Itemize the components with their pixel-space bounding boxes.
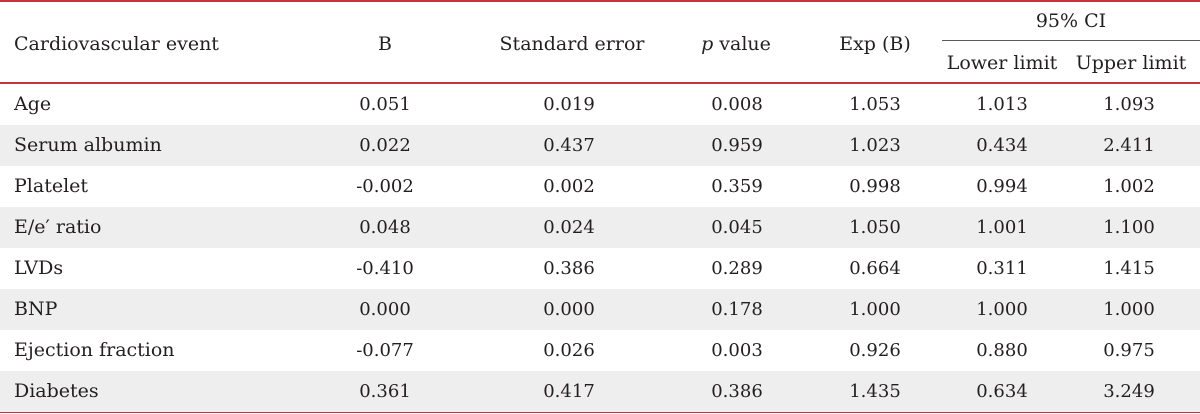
table-row: E/e′ ratio 0.048 0.024 0.045 1.050 1.001… (0, 207, 1200, 248)
header-upper-limit: Upper limit (1075, 52, 1187, 74)
table-row: Serum albumin 0.022 0.437 0.959 1.023 0.… (0, 125, 1200, 166)
upper-limit-value: 1.415 (1103, 258, 1155, 279)
header-p-rest: value (713, 33, 771, 55)
exp-b-value: 0.998 (849, 176, 901, 197)
b-value: 0.051 (359, 94, 411, 115)
header-p-italic: p (701, 33, 714, 55)
table-body: Age 0.051 0.019 0.008 1.053 1.013 1.093 … (0, 84, 1200, 412)
b-value: 0.048 (359, 217, 411, 238)
standard-error-value: 0.437 (543, 135, 595, 156)
table-row: Ejection fraction -0.077 0.026 0.003 0.9… (0, 330, 1200, 371)
event-name: BNP (14, 298, 58, 320)
standard-error-value: 0.417 (543, 381, 595, 402)
exp-b-value: 0.664 (849, 258, 901, 279)
p-value: 0.359 (711, 176, 763, 197)
standard-error-value: 0.000 (543, 299, 595, 320)
lower-limit-value: 1.000 (976, 299, 1028, 320)
standard-error-value: 0.026 (543, 340, 595, 361)
lower-limit-value: 0.434 (976, 135, 1028, 156)
exp-b-value: 1.000 (849, 299, 901, 320)
standard-error-value: 0.002 (543, 176, 595, 197)
header-b: B (378, 33, 392, 55)
upper-limit-value: 1.100 (1103, 217, 1155, 238)
lower-limit-value: 0.634 (976, 381, 1028, 402)
header-exp-b: Exp (B) (839, 33, 911, 55)
event-name: E/e′ ratio (14, 216, 102, 238)
upper-limit-value: 0.975 (1103, 340, 1155, 361)
header-95-ci: 95% CI (1035, 10, 1107, 32)
table-row: LVDs -0.410 0.386 0.289 0.664 0.311 1.41… (0, 248, 1200, 289)
header-cardiovascular-event: Cardiovascular event (14, 33, 219, 55)
bottom-rule (0, 411, 1200, 413)
header-rule (0, 82, 1200, 84)
b-value: 0.022 (359, 135, 411, 156)
exp-b-value: 0.926 (849, 340, 901, 361)
lower-limit-value: 1.001 (976, 217, 1028, 238)
upper-limit-value: 2.411 (1103, 135, 1155, 156)
exp-b-value: 1.435 (849, 381, 901, 402)
upper-limit-value: 3.249 (1103, 381, 1155, 402)
header-standard-error: Standard error (499, 33, 645, 55)
upper-limit-value: 1.000 (1103, 299, 1155, 320)
exp-b-value: 1.050 (849, 217, 901, 238)
upper-limit-value: 1.093 (1103, 94, 1155, 115)
event-name: LVDs (14, 257, 64, 279)
table-row: Diabetes 0.361 0.417 0.386 1.435 0.634 3… (0, 371, 1200, 412)
p-value: 0.008 (711, 94, 763, 115)
upper-limit-value: 1.002 (1103, 176, 1155, 197)
p-value: 0.959 (711, 135, 763, 156)
standard-error-value: 0.386 (543, 258, 595, 279)
b-value: -0.077 (356, 340, 414, 361)
event-name: Age (14, 93, 52, 115)
standard-error-value: 0.024 (543, 217, 595, 238)
lower-limit-value: 0.880 (976, 340, 1028, 361)
b-value: 0.361 (359, 381, 411, 402)
lower-limit-value: 1.013 (976, 94, 1028, 115)
exp-b-value: 1.053 (849, 94, 901, 115)
event-name: Ejection fraction (14, 339, 175, 361)
top-rule (0, 0, 1200, 2)
header-lower-limit: Lower limit (946, 52, 1058, 74)
header-p-value: p value (701, 33, 771, 55)
p-value: 0.003 (711, 340, 763, 361)
table-row: Age 0.051 0.019 0.008 1.053 1.013 1.093 (0, 84, 1200, 125)
exp-b-value: 1.023 (849, 135, 901, 156)
p-value: 0.178 (711, 299, 763, 320)
event-name: Diabetes (14, 380, 99, 402)
lower-limit-value: 0.994 (976, 176, 1028, 197)
b-value: -0.410 (356, 258, 414, 279)
lower-limit-value: 0.311 (976, 258, 1028, 279)
b-value: 0.000 (359, 299, 411, 320)
event-name: Platelet (14, 175, 89, 197)
p-value: 0.289 (711, 258, 763, 279)
ci-span-line (942, 40, 1200, 41)
b-value: -0.002 (356, 176, 414, 197)
event-name: Serum albumin (14, 134, 162, 156)
p-value: 0.386 (711, 381, 763, 402)
standard-error-value: 0.019 (543, 94, 595, 115)
p-value: 0.045 (711, 217, 763, 238)
table-row: Platelet -0.002 0.002 0.359 0.998 0.994 … (0, 166, 1200, 207)
table-row: BNP 0.000 0.000 0.178 1.000 1.000 1.000 (0, 289, 1200, 330)
